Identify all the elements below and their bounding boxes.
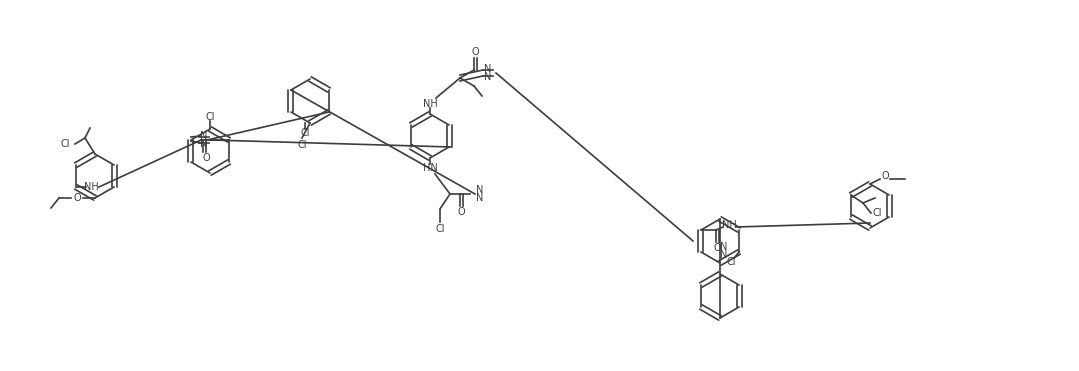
Text: O: O [472, 47, 479, 57]
Text: N: N [476, 185, 483, 195]
Text: N: N [201, 139, 207, 149]
Text: Cl: Cl [435, 224, 445, 234]
Text: O: O [713, 243, 721, 253]
Text: O: O [202, 153, 209, 163]
Text: Cl: Cl [726, 257, 736, 267]
Text: O: O [73, 193, 81, 203]
Text: Cl: Cl [60, 139, 70, 149]
Text: N: N [721, 242, 727, 252]
Text: NH: NH [722, 220, 736, 230]
Text: N: N [721, 250, 727, 260]
Text: N: N [484, 72, 492, 82]
Text: NH: NH [83, 182, 98, 192]
Text: Cl: Cl [297, 140, 306, 150]
Text: HN: HN [423, 163, 437, 173]
Text: Cl: Cl [300, 128, 310, 138]
Text: NH: NH [423, 99, 437, 109]
Text: O: O [882, 171, 889, 181]
Text: Cl: Cl [873, 208, 883, 218]
Text: N: N [201, 131, 207, 141]
Text: N: N [484, 64, 492, 74]
Text: N: N [476, 193, 483, 203]
Text: Cl: Cl [205, 112, 215, 122]
Text: O: O [457, 207, 465, 217]
